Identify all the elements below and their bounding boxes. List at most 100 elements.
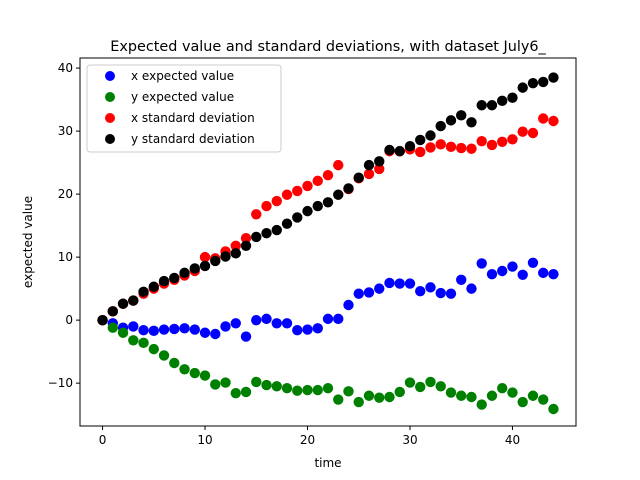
data-point bbox=[322, 313, 334, 325]
data-point bbox=[251, 231, 262, 243]
data-point bbox=[251, 314, 262, 326]
y-tick-label: −10 bbox=[48, 376, 73, 390]
data-point bbox=[425, 376, 436, 388]
axes: 0 10 20 30 40 −10 0 10 20 30 40 bbox=[48, 57, 577, 447]
data-point bbox=[343, 386, 354, 397]
axes-frame bbox=[79, 57, 577, 427]
data-point bbox=[497, 382, 508, 394]
data-point bbox=[476, 135, 487, 147]
data-point bbox=[548, 403, 559, 415]
y-axis-label: expected value bbox=[21, 196, 35, 288]
data-point bbox=[220, 321, 231, 332]
data-point bbox=[466, 117, 477, 128]
data-point bbox=[374, 283, 385, 294]
legend-label: x standard deviation bbox=[131, 111, 255, 125]
data-point bbox=[353, 172, 364, 183]
data-point bbox=[128, 321, 139, 332]
data-point bbox=[179, 323, 190, 334]
data-point bbox=[261, 227, 272, 239]
data-point bbox=[138, 286, 149, 297]
data-point bbox=[486, 100, 498, 111]
data-point bbox=[230, 240, 241, 251]
data-point bbox=[486, 268, 498, 280]
chart-title: Expected value and standard deviations, … bbox=[110, 39, 546, 55]
data-point bbox=[230, 248, 241, 259]
data-point bbox=[517, 82, 528, 93]
data-point bbox=[148, 343, 159, 355]
data-point bbox=[138, 325, 149, 336]
series-0 bbox=[97, 257, 559, 342]
data-point bbox=[435, 120, 446, 132]
data-point bbox=[189, 367, 200, 379]
data-point bbox=[158, 350, 170, 361]
series-1 bbox=[97, 314, 559, 415]
data-point bbox=[169, 272, 180, 284]
data-point bbox=[363, 168, 375, 180]
data-point bbox=[281, 382, 293, 394]
data-point bbox=[517, 126, 528, 137]
data-point bbox=[343, 299, 354, 311]
data-point bbox=[199, 370, 211, 381]
legend-marker bbox=[105, 71, 115, 81]
data-point bbox=[384, 144, 395, 156]
data-point bbox=[158, 275, 170, 287]
data-point bbox=[507, 134, 518, 145]
data-point bbox=[148, 281, 159, 292]
data-point bbox=[507, 92, 518, 103]
data-point bbox=[415, 134, 426, 146]
data-point bbox=[548, 72, 559, 83]
data-point bbox=[538, 76, 549, 88]
data-point bbox=[230, 318, 241, 329]
data-point bbox=[476, 258, 487, 269]
data-point bbox=[179, 364, 190, 375]
legend-label: y expected value bbox=[131, 90, 234, 104]
data-point bbox=[322, 382, 334, 394]
data-point bbox=[384, 277, 395, 289]
data-point bbox=[230, 388, 241, 399]
data-point bbox=[261, 379, 272, 391]
data-point bbox=[517, 269, 528, 280]
data-point bbox=[527, 78, 539, 89]
data-point bbox=[107, 306, 118, 317]
data-point bbox=[240, 386, 252, 398]
data-point bbox=[476, 100, 487, 111]
data-point bbox=[363, 390, 375, 401]
data-point bbox=[343, 183, 354, 194]
data-point bbox=[445, 288, 457, 299]
series-3 bbox=[97, 72, 559, 326]
data-point bbox=[220, 377, 231, 388]
data-point bbox=[271, 195, 282, 207]
data-point bbox=[210, 328, 221, 340]
legend-label: y standard deviation bbox=[131, 132, 255, 146]
data-point bbox=[302, 384, 313, 396]
data-point bbox=[497, 136, 508, 148]
data-point bbox=[312, 384, 323, 396]
data-point bbox=[333, 159, 344, 171]
data-point bbox=[415, 381, 426, 393]
data-point bbox=[415, 146, 426, 158]
data-point bbox=[312, 175, 323, 187]
data-point bbox=[476, 399, 487, 410]
data-point bbox=[445, 141, 457, 153]
data-point bbox=[363, 159, 375, 171]
data-point bbox=[425, 282, 436, 293]
data-point bbox=[128, 295, 139, 306]
data-point bbox=[210, 379, 221, 390]
data-point bbox=[517, 396, 528, 408]
data-point bbox=[271, 318, 282, 329]
data-point bbox=[466, 143, 477, 154]
data-point bbox=[240, 240, 252, 251]
data-point bbox=[292, 385, 303, 396]
x-tick-label: 0 bbox=[99, 433, 107, 447]
data-point bbox=[394, 278, 405, 289]
legend: x expected value y expected value x standa… bbox=[86, 64, 282, 153]
data-point bbox=[240, 331, 252, 342]
data-point bbox=[292, 212, 303, 223]
data-point bbox=[261, 200, 272, 212]
y-tick-label: 0 bbox=[65, 313, 73, 327]
legend-label: x expected value bbox=[131, 69, 234, 83]
data-point bbox=[425, 142, 436, 153]
data-point bbox=[497, 95, 508, 107]
data-point bbox=[445, 387, 457, 398]
